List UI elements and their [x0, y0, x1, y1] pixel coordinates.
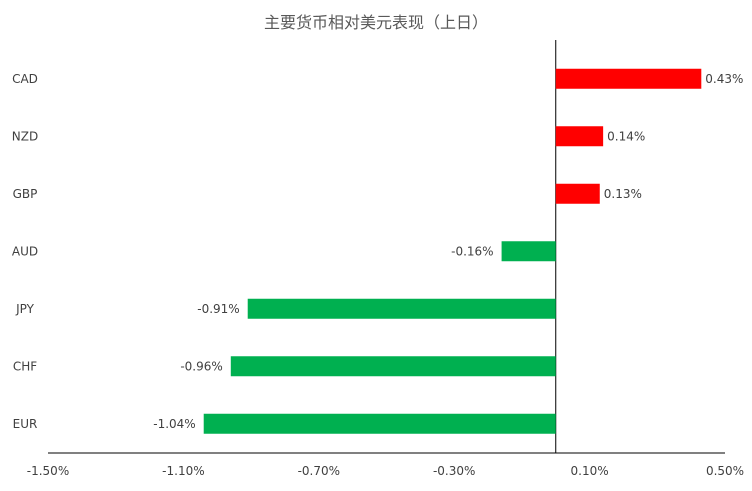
bar-gbp [555, 183, 600, 204]
data-label: 0.43% [705, 72, 743, 86]
category-label: EUR [13, 417, 38, 431]
x-tick-label: -1.10% [162, 464, 204, 478]
bar-cad [555, 68, 702, 89]
category-label: AUD [12, 244, 38, 258]
x-tick-label: -0.70% [298, 464, 340, 478]
category-label: NZD [12, 129, 38, 143]
bar-chf [230, 356, 556, 377]
category-label: GBP [13, 187, 38, 201]
data-label: -0.91% [197, 302, 239, 316]
bar-eur [203, 413, 556, 434]
bar-jpy [247, 298, 556, 319]
x-tick-label: -1.50% [27, 464, 69, 478]
data-label: 0.13% [604, 187, 642, 201]
x-tick-label: 0.10% [571, 464, 609, 478]
chart-title: 主要货币相对美元表现（上日） [263, 13, 488, 32]
category-label: JPY [15, 302, 35, 316]
data-label: -0.16% [451, 244, 493, 258]
bar-aud [501, 241, 556, 262]
category-label: CAD [12, 72, 38, 86]
x-tick-label: 0.50% [706, 464, 744, 478]
category-label: CHF [13, 359, 37, 373]
bar-nzd [555, 126, 604, 147]
data-label: -0.96% [180, 359, 222, 373]
x-tick-label: -0.30% [433, 464, 475, 478]
data-label: 0.14% [607, 129, 645, 143]
data-label: -1.04% [153, 417, 195, 431]
